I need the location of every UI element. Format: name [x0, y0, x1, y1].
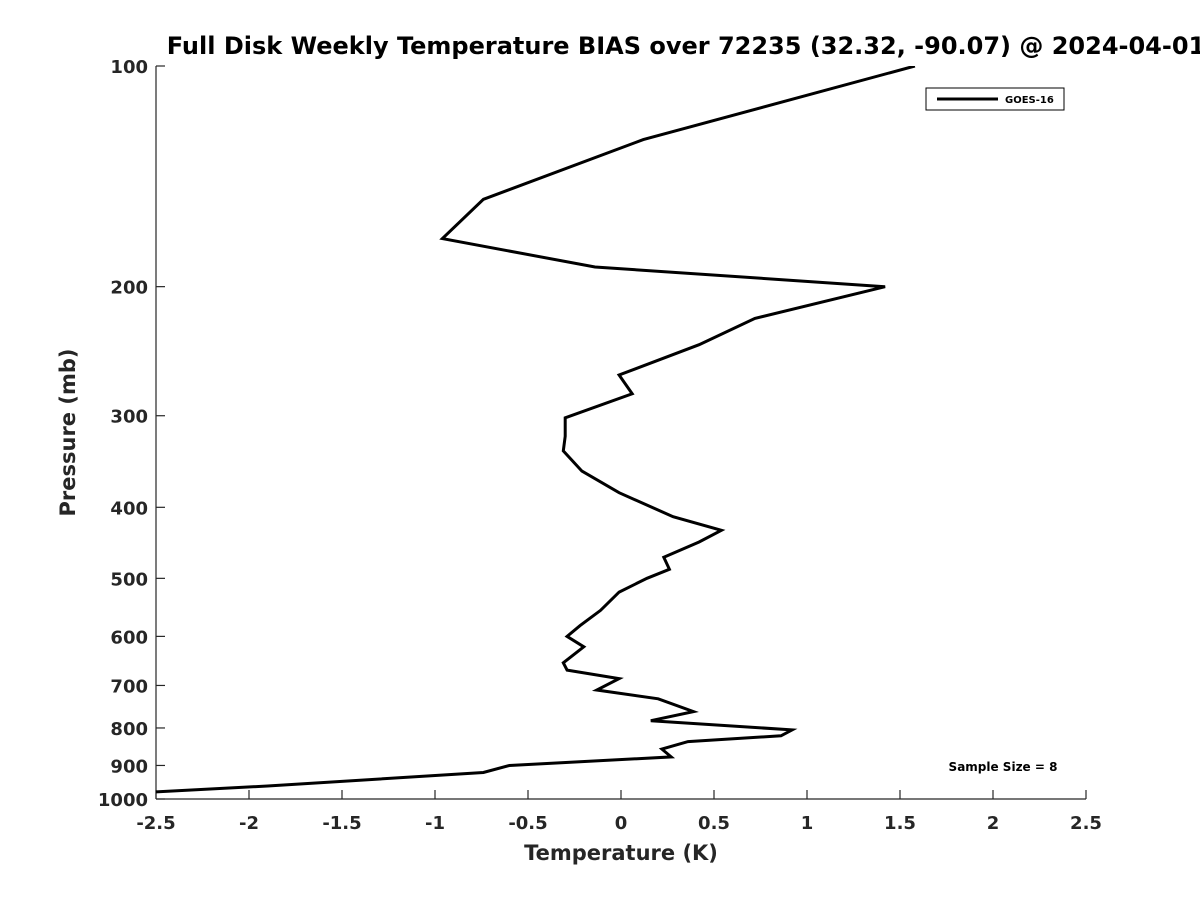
- legend: GOES-16: [925, 87, 1065, 111]
- x-tick-label: 2: [987, 813, 1000, 834]
- y-tick-label: 1000: [98, 790, 148, 811]
- y-axis: 100 200 300 400 500 600 700 800 900 1000: [98, 57, 165, 811]
- x-tick-label: -0.5: [508, 813, 547, 834]
- series-layer: [156, 66, 916, 794]
- x-tick-label: -2: [239, 813, 259, 834]
- series-line-goes-16: [156, 66, 916, 794]
- y-axis-label: Pressure (mb): [56, 349, 80, 517]
- x-axis-label: Temperature (K): [524, 841, 718, 865]
- legend-label-goes-16: GOES-16: [1005, 95, 1054, 106]
- y-tick-label: 500: [110, 569, 148, 590]
- x-tick-label: 1: [801, 813, 814, 834]
- x-tick-label: 1.5: [884, 813, 916, 834]
- x-axis: -2.5 -2 -1.5 -1 -0.5 0 0.5 1 1.5 2 2.5: [136, 790, 1102, 834]
- y-tick-label: 700: [110, 676, 148, 697]
- sample-size-annotation: Sample Size = 8: [949, 760, 1058, 774]
- y-tick-label: 800: [110, 719, 148, 740]
- x-tick-label: 0: [615, 813, 628, 834]
- x-tick-label: 2.5: [1070, 813, 1102, 834]
- y-tick-label: 300: [110, 407, 148, 428]
- y-tick-label: 200: [110, 278, 148, 299]
- y-tick-label: 600: [110, 627, 148, 648]
- x-tick-label: -1: [425, 813, 445, 834]
- y-tick-label: 100: [110, 57, 148, 78]
- x-tick-label: -2.5: [136, 813, 175, 834]
- plot-area: [155, 66, 1086, 800]
- y-tick-label: 900: [110, 756, 148, 777]
- x-tick-label: -1.5: [322, 813, 361, 834]
- y-tick-label: 400: [110, 498, 148, 519]
- x-tick-label: 0.5: [698, 813, 730, 834]
- chart-title: Full Disk Weekly Temperature BIAS over 7…: [167, 32, 1200, 60]
